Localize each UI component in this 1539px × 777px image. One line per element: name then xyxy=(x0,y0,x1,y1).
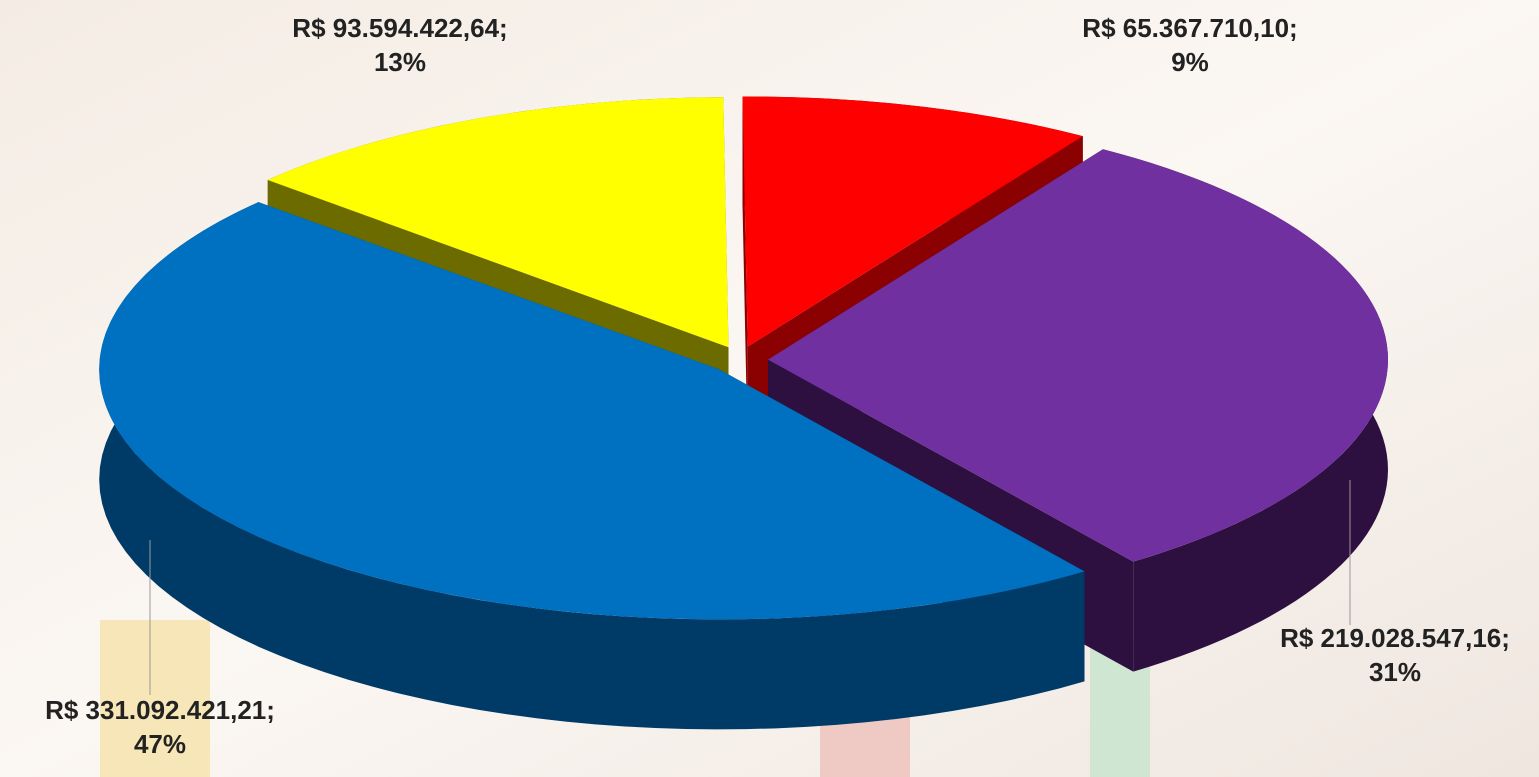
percent-label: 47% xyxy=(134,729,186,759)
data-label: R$ 331.092.421,21; xyxy=(45,695,275,725)
slice xyxy=(99,202,1085,620)
data-label: R$ 93.594.422,64; xyxy=(292,13,507,43)
percent-label: 31% xyxy=(1369,657,1421,687)
data-label: R$ 65.367.710,10; xyxy=(1082,13,1297,43)
decor xyxy=(100,620,210,777)
slice xyxy=(267,97,729,348)
slice-side xyxy=(99,202,1085,730)
data-label: R$ 219.028.547,16; xyxy=(1280,623,1510,653)
slice xyxy=(742,96,1083,347)
percent-label: 9% xyxy=(1171,47,1209,77)
percent-label: 13% xyxy=(374,47,426,77)
slice xyxy=(767,149,1388,562)
plot xyxy=(99,96,1388,730)
